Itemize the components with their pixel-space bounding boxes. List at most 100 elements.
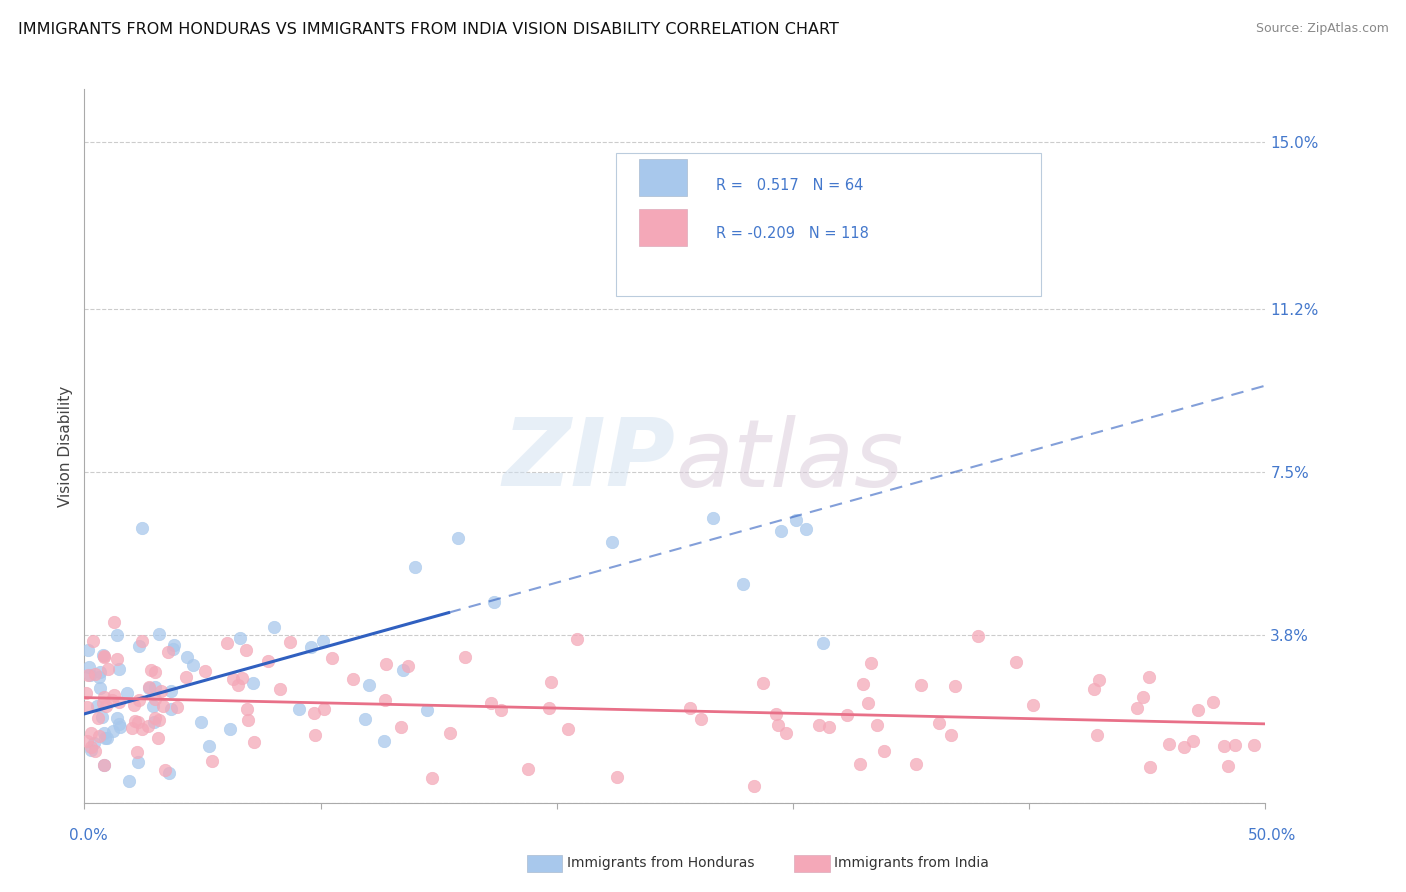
Point bbox=[143, 680, 166, 694]
Point bbox=[152, 699, 174, 714]
Text: Immigrants from Honduras: Immigrants from Honduras bbox=[567, 856, 754, 871]
Point bbox=[83, 736, 105, 750]
Point bbox=[107, 717, 129, 731]
Point bbox=[702, 510, 724, 524]
Point bbox=[873, 744, 896, 758]
Point bbox=[967, 630, 990, 644]
Point bbox=[77, 668, 100, 682]
Point bbox=[416, 703, 439, 717]
Point bbox=[905, 757, 928, 772]
Point bbox=[1223, 738, 1246, 752]
Point bbox=[91, 710, 114, 724]
Point bbox=[84, 667, 107, 681]
Point bbox=[128, 639, 150, 653]
Point bbox=[103, 688, 125, 702]
Point bbox=[229, 631, 252, 645]
Point bbox=[242, 675, 264, 690]
Point bbox=[145, 691, 167, 706]
Point bbox=[679, 700, 702, 714]
Point bbox=[80, 726, 103, 740]
Point bbox=[852, 677, 875, 691]
Point bbox=[540, 675, 562, 690]
Point bbox=[235, 642, 257, 657]
Point bbox=[163, 639, 186, 653]
Point bbox=[222, 672, 245, 686]
Point bbox=[280, 634, 302, 648]
Point bbox=[127, 715, 149, 730]
Point bbox=[91, 696, 114, 710]
Point bbox=[131, 633, 153, 648]
Point bbox=[1187, 703, 1209, 717]
FancyBboxPatch shape bbox=[616, 153, 1040, 296]
Point bbox=[139, 663, 162, 677]
Point bbox=[389, 720, 412, 734]
Point bbox=[1182, 734, 1205, 748]
Point bbox=[131, 521, 153, 535]
Point bbox=[160, 701, 183, 715]
Point bbox=[105, 628, 128, 642]
Bar bbox=[640, 209, 686, 246]
Point bbox=[1137, 670, 1160, 684]
Point bbox=[304, 728, 326, 742]
Point bbox=[302, 706, 325, 720]
Point bbox=[516, 762, 538, 776]
Point bbox=[87, 729, 110, 743]
Point bbox=[87, 711, 110, 725]
Point bbox=[288, 702, 311, 716]
Point bbox=[93, 648, 115, 663]
Point bbox=[374, 692, 396, 706]
Point bbox=[121, 721, 143, 735]
Text: Source: ZipAtlas.com: Source: ZipAtlas.com bbox=[1256, 22, 1389, 36]
Point bbox=[82, 634, 104, 648]
Point bbox=[235, 702, 257, 716]
Point bbox=[194, 664, 217, 678]
Point bbox=[96, 731, 118, 746]
Point bbox=[866, 718, 889, 732]
Point bbox=[145, 711, 167, 725]
Point bbox=[149, 684, 172, 698]
Point bbox=[80, 739, 103, 754]
Point bbox=[93, 650, 115, 665]
Point bbox=[79, 667, 101, 681]
Point bbox=[785, 513, 807, 527]
Text: 0.0%: 0.0% bbox=[69, 829, 108, 843]
Point bbox=[420, 771, 443, 785]
Point bbox=[76, 700, 98, 714]
Point bbox=[87, 670, 110, 684]
Point bbox=[108, 720, 131, 734]
Point bbox=[321, 651, 343, 665]
Point bbox=[775, 726, 797, 740]
Point bbox=[1132, 690, 1154, 705]
Text: Immigrants from India: Immigrants from India bbox=[834, 856, 988, 871]
Point bbox=[162, 642, 184, 657]
Point bbox=[733, 576, 755, 591]
Point bbox=[218, 722, 240, 736]
Point bbox=[479, 696, 502, 710]
Text: ZIP: ZIP bbox=[502, 414, 675, 507]
Point bbox=[943, 679, 966, 693]
Text: IMMIGRANTS FROM HONDURAS VS IMMIGRANTS FROM INDIA VISION DISABILITY CORRELATION : IMMIGRANTS FROM HONDURAS VS IMMIGRANTS F… bbox=[18, 22, 839, 37]
Point bbox=[215, 636, 238, 650]
Text: R =   0.517   N = 64: R = 0.517 N = 64 bbox=[716, 178, 863, 193]
Point bbox=[342, 672, 364, 686]
Point bbox=[1085, 728, 1108, 742]
Point bbox=[124, 714, 146, 729]
Point bbox=[690, 712, 713, 726]
Point bbox=[482, 595, 505, 609]
Point bbox=[136, 719, 159, 733]
Bar bbox=[640, 159, 686, 196]
Point bbox=[1087, 673, 1109, 687]
Point bbox=[159, 683, 181, 698]
Point bbox=[769, 524, 792, 538]
Point bbox=[1202, 695, 1225, 709]
Point bbox=[1139, 760, 1161, 774]
Point bbox=[808, 718, 831, 732]
Point bbox=[76, 643, 98, 657]
Point bbox=[354, 712, 377, 726]
Point bbox=[439, 726, 461, 740]
Point bbox=[176, 650, 198, 665]
Point bbox=[127, 745, 149, 759]
Point bbox=[1004, 655, 1026, 669]
Point bbox=[1243, 738, 1265, 752]
Y-axis label: Vision Disability: Vision Disability bbox=[58, 385, 73, 507]
